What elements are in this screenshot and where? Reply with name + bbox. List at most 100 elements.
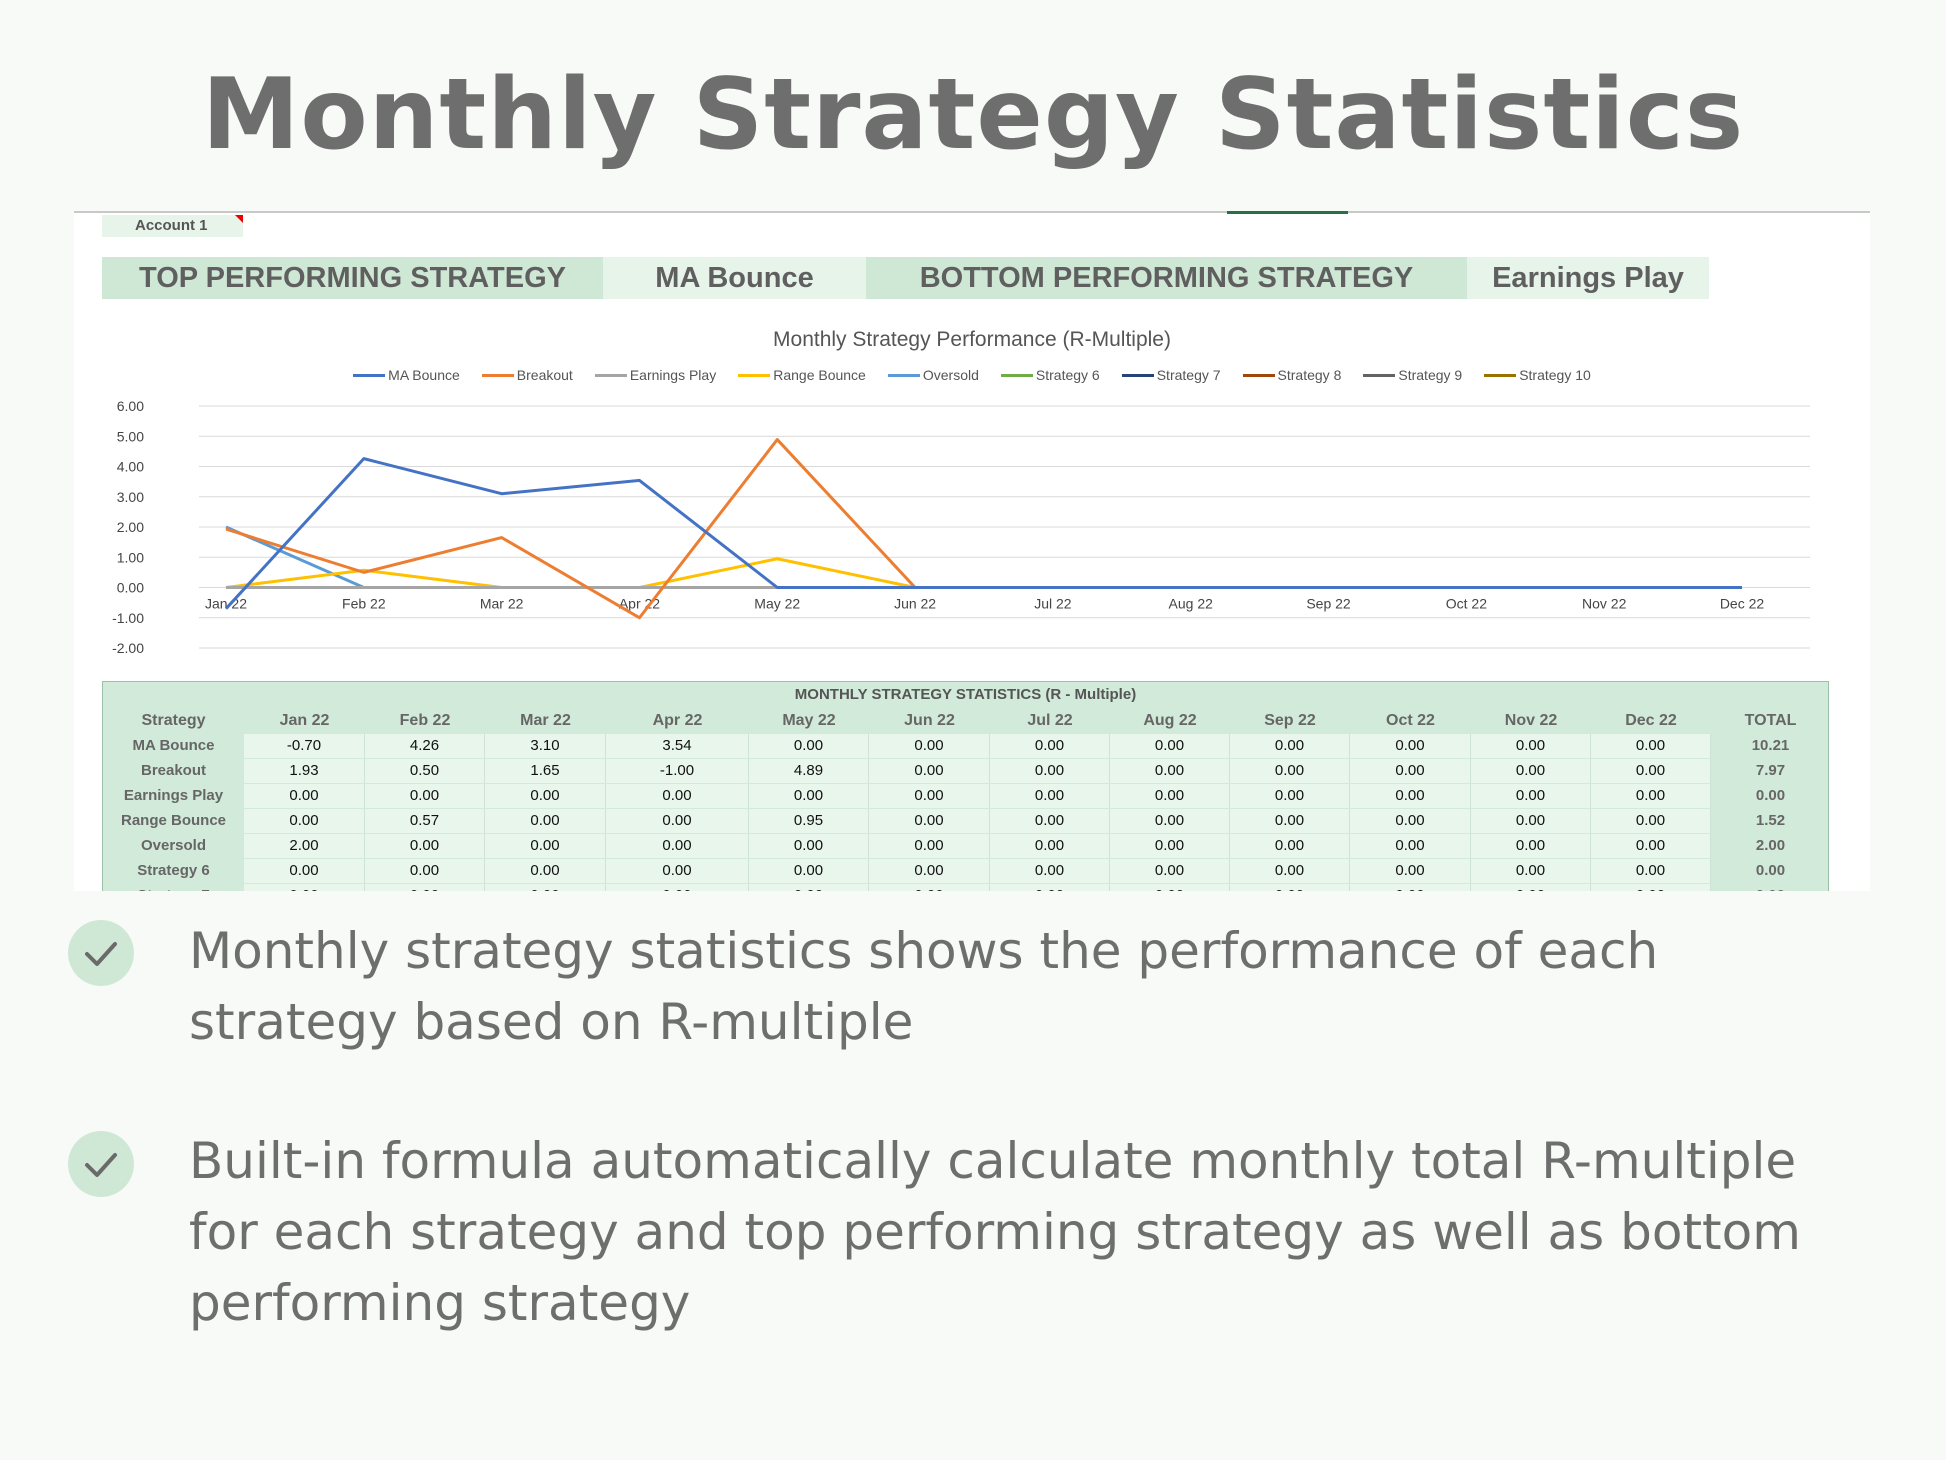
- value-cell[interactable]: 3.54: [606, 734, 749, 758]
- value-cell[interactable]: 0.00: [606, 834, 749, 858]
- value-cell[interactable]: 0.00: [485, 809, 606, 833]
- value-cell[interactable]: 0.00: [1591, 834, 1711, 858]
- value-cell[interactable]: 0.00: [749, 859, 869, 883]
- value-cell[interactable]: 0.00: [1110, 784, 1230, 808]
- x-tick-label: Aug 22: [1169, 596, 1214, 612]
- value-cell[interactable]: 0.00: [990, 734, 1110, 758]
- column-header: May 22: [782, 712, 836, 729]
- y-tick-label: 3.00: [117, 489, 144, 505]
- value-cell[interactable]: 0.00: [365, 834, 485, 858]
- value-cell[interactable]: 0.00: [1350, 834, 1471, 858]
- value-cell[interactable]: 0.00: [869, 759, 990, 783]
- value-cell[interactable]: 0.00: [365, 884, 485, 891]
- value-cell[interactable]: 2.00: [244, 834, 365, 858]
- value-cell[interactable]: 0.00: [869, 859, 990, 883]
- value-cell[interactable]: 0.00: [606, 859, 749, 883]
- value-cell[interactable]: 0.00: [990, 784, 1110, 808]
- value-cell[interactable]: 0.00: [1591, 784, 1711, 808]
- value-cell[interactable]: 0.00: [1110, 734, 1230, 758]
- value-cell[interactable]: 0.00: [1230, 834, 1350, 858]
- value-cell[interactable]: 0.00: [749, 834, 869, 858]
- value-cell[interactable]: 0.00: [365, 784, 485, 808]
- check-icon: [68, 920, 134, 986]
- value-cell[interactable]: 0.00: [365, 859, 485, 883]
- value-cell[interactable]: 0.95: [749, 809, 869, 833]
- value-cell[interactable]: 0.00: [990, 759, 1110, 783]
- y-tick-label: 6.00: [117, 398, 144, 414]
- table-title: MONTHLY STRATEGY STATISTICS (R - Multipl…: [794, 686, 1137, 703]
- value-cell[interactable]: 0.00: [244, 809, 365, 833]
- value-cell[interactable]: 0.00: [1350, 809, 1471, 833]
- value-cell[interactable]: 0.00: [1110, 884, 1230, 891]
- value-cell[interactable]: 3.10: [485, 734, 606, 758]
- x-tick-label: Jul 22: [1034, 596, 1072, 612]
- value-cell[interactable]: 0.00: [749, 784, 869, 808]
- value-cell[interactable]: 0.00: [869, 809, 990, 833]
- value-cell[interactable]: 0.00: [1471, 859, 1591, 883]
- value-cell[interactable]: 0.00: [1591, 809, 1711, 833]
- value-cell[interactable]: 0.00: [1591, 759, 1711, 783]
- value-cell[interactable]: 0.00: [1471, 834, 1591, 858]
- value-cell[interactable]: 0.00: [869, 884, 990, 891]
- value-cell[interactable]: 0.00: [990, 884, 1110, 891]
- value-cell[interactable]: 0.00: [244, 884, 365, 891]
- value-cell[interactable]: 0.00: [606, 809, 749, 833]
- value-cell[interactable]: 0.00: [1110, 809, 1230, 833]
- value-cell[interactable]: 0.00: [485, 859, 606, 883]
- value-cell[interactable]: -0.70: [244, 734, 365, 758]
- account-cell[interactable]: Account 1: [102, 215, 243, 237]
- value-cell[interactable]: 0.00: [1471, 884, 1591, 891]
- value-cell[interactable]: 0.00: [606, 884, 749, 891]
- legend-item: Oversold: [887, 367, 979, 383]
- value-cell[interactable]: -1.00: [606, 759, 749, 783]
- total-cell: 1.52: [1755, 812, 1786, 829]
- value-cell[interactable]: 4.26: [365, 734, 485, 758]
- x-tick-label: May 22: [754, 596, 800, 612]
- value-cell[interactable]: 1.93: [244, 759, 365, 783]
- value-cell[interactable]: 0.00: [606, 784, 749, 808]
- value-cell[interactable]: 4.89: [749, 759, 869, 783]
- value-cell[interactable]: 1.65: [485, 759, 606, 783]
- value-cell[interactable]: 0.00: [1230, 759, 1350, 783]
- column-header: Dec 22: [1625, 712, 1677, 729]
- value-cell[interactable]: 0.00: [485, 834, 606, 858]
- value-cell[interactable]: 0.00: [1230, 884, 1350, 891]
- value-cell[interactable]: 0.00: [1350, 884, 1471, 891]
- value-cell[interactable]: 0.00: [990, 834, 1110, 858]
- value-cell[interactable]: 0.00: [485, 784, 606, 808]
- value-cell[interactable]: 0.57: [365, 809, 485, 833]
- value-cell[interactable]: 0.00: [990, 859, 1110, 883]
- value-cell[interactable]: 0.00: [749, 734, 869, 758]
- value-cell[interactable]: 0.00: [1110, 859, 1230, 883]
- value-cell[interactable]: 0.00: [1471, 809, 1591, 833]
- value-cell[interactable]: 0.00: [1230, 859, 1350, 883]
- value-cell[interactable]: 0.00: [1471, 784, 1591, 808]
- value-cell[interactable]: 0.00: [1471, 759, 1591, 783]
- value-cell[interactable]: 0.00: [1110, 759, 1230, 783]
- value-cell[interactable]: 0.00: [749, 884, 869, 891]
- value-cell[interactable]: 0.00: [1471, 734, 1591, 758]
- value-cell[interactable]: 0.00: [1591, 859, 1711, 883]
- value-cell[interactable]: 0.00: [1350, 759, 1471, 783]
- legend-label: Strategy 10: [1519, 367, 1591, 383]
- value-cell[interactable]: 0.00: [1230, 784, 1350, 808]
- value-cell[interactable]: 0.00: [1350, 859, 1471, 883]
- value-cell[interactable]: 0.00: [244, 859, 365, 883]
- value-cell[interactable]: 0.00: [485, 884, 606, 891]
- value-cell[interactable]: 0.00: [990, 809, 1110, 833]
- value-cell[interactable]: 0.00: [869, 834, 990, 858]
- value-cell[interactable]: 0.00: [244, 784, 365, 808]
- value-cell[interactable]: 0.00: [1230, 809, 1350, 833]
- value-cell[interactable]: 0.00: [1591, 734, 1711, 758]
- value-cell[interactable]: 0.00: [1350, 784, 1471, 808]
- value-cell[interactable]: 0.00: [1230, 734, 1350, 758]
- spreadsheet-screenshot: Account 1 TOP PERFORMING STRATEGY MA Bou…: [74, 211, 1870, 891]
- value-cell[interactable]: 0.00: [1110, 834, 1230, 858]
- value-cell[interactable]: 0.00: [1350, 734, 1471, 758]
- value-cell[interactable]: 0.50: [365, 759, 485, 783]
- legend-label: MA Bounce: [388, 367, 460, 383]
- value-cell[interactable]: 0.00: [869, 734, 990, 758]
- row-label: Strategy 6: [137, 862, 210, 879]
- value-cell[interactable]: 0.00: [1591, 884, 1711, 891]
- value-cell[interactable]: 0.00: [869, 784, 990, 808]
